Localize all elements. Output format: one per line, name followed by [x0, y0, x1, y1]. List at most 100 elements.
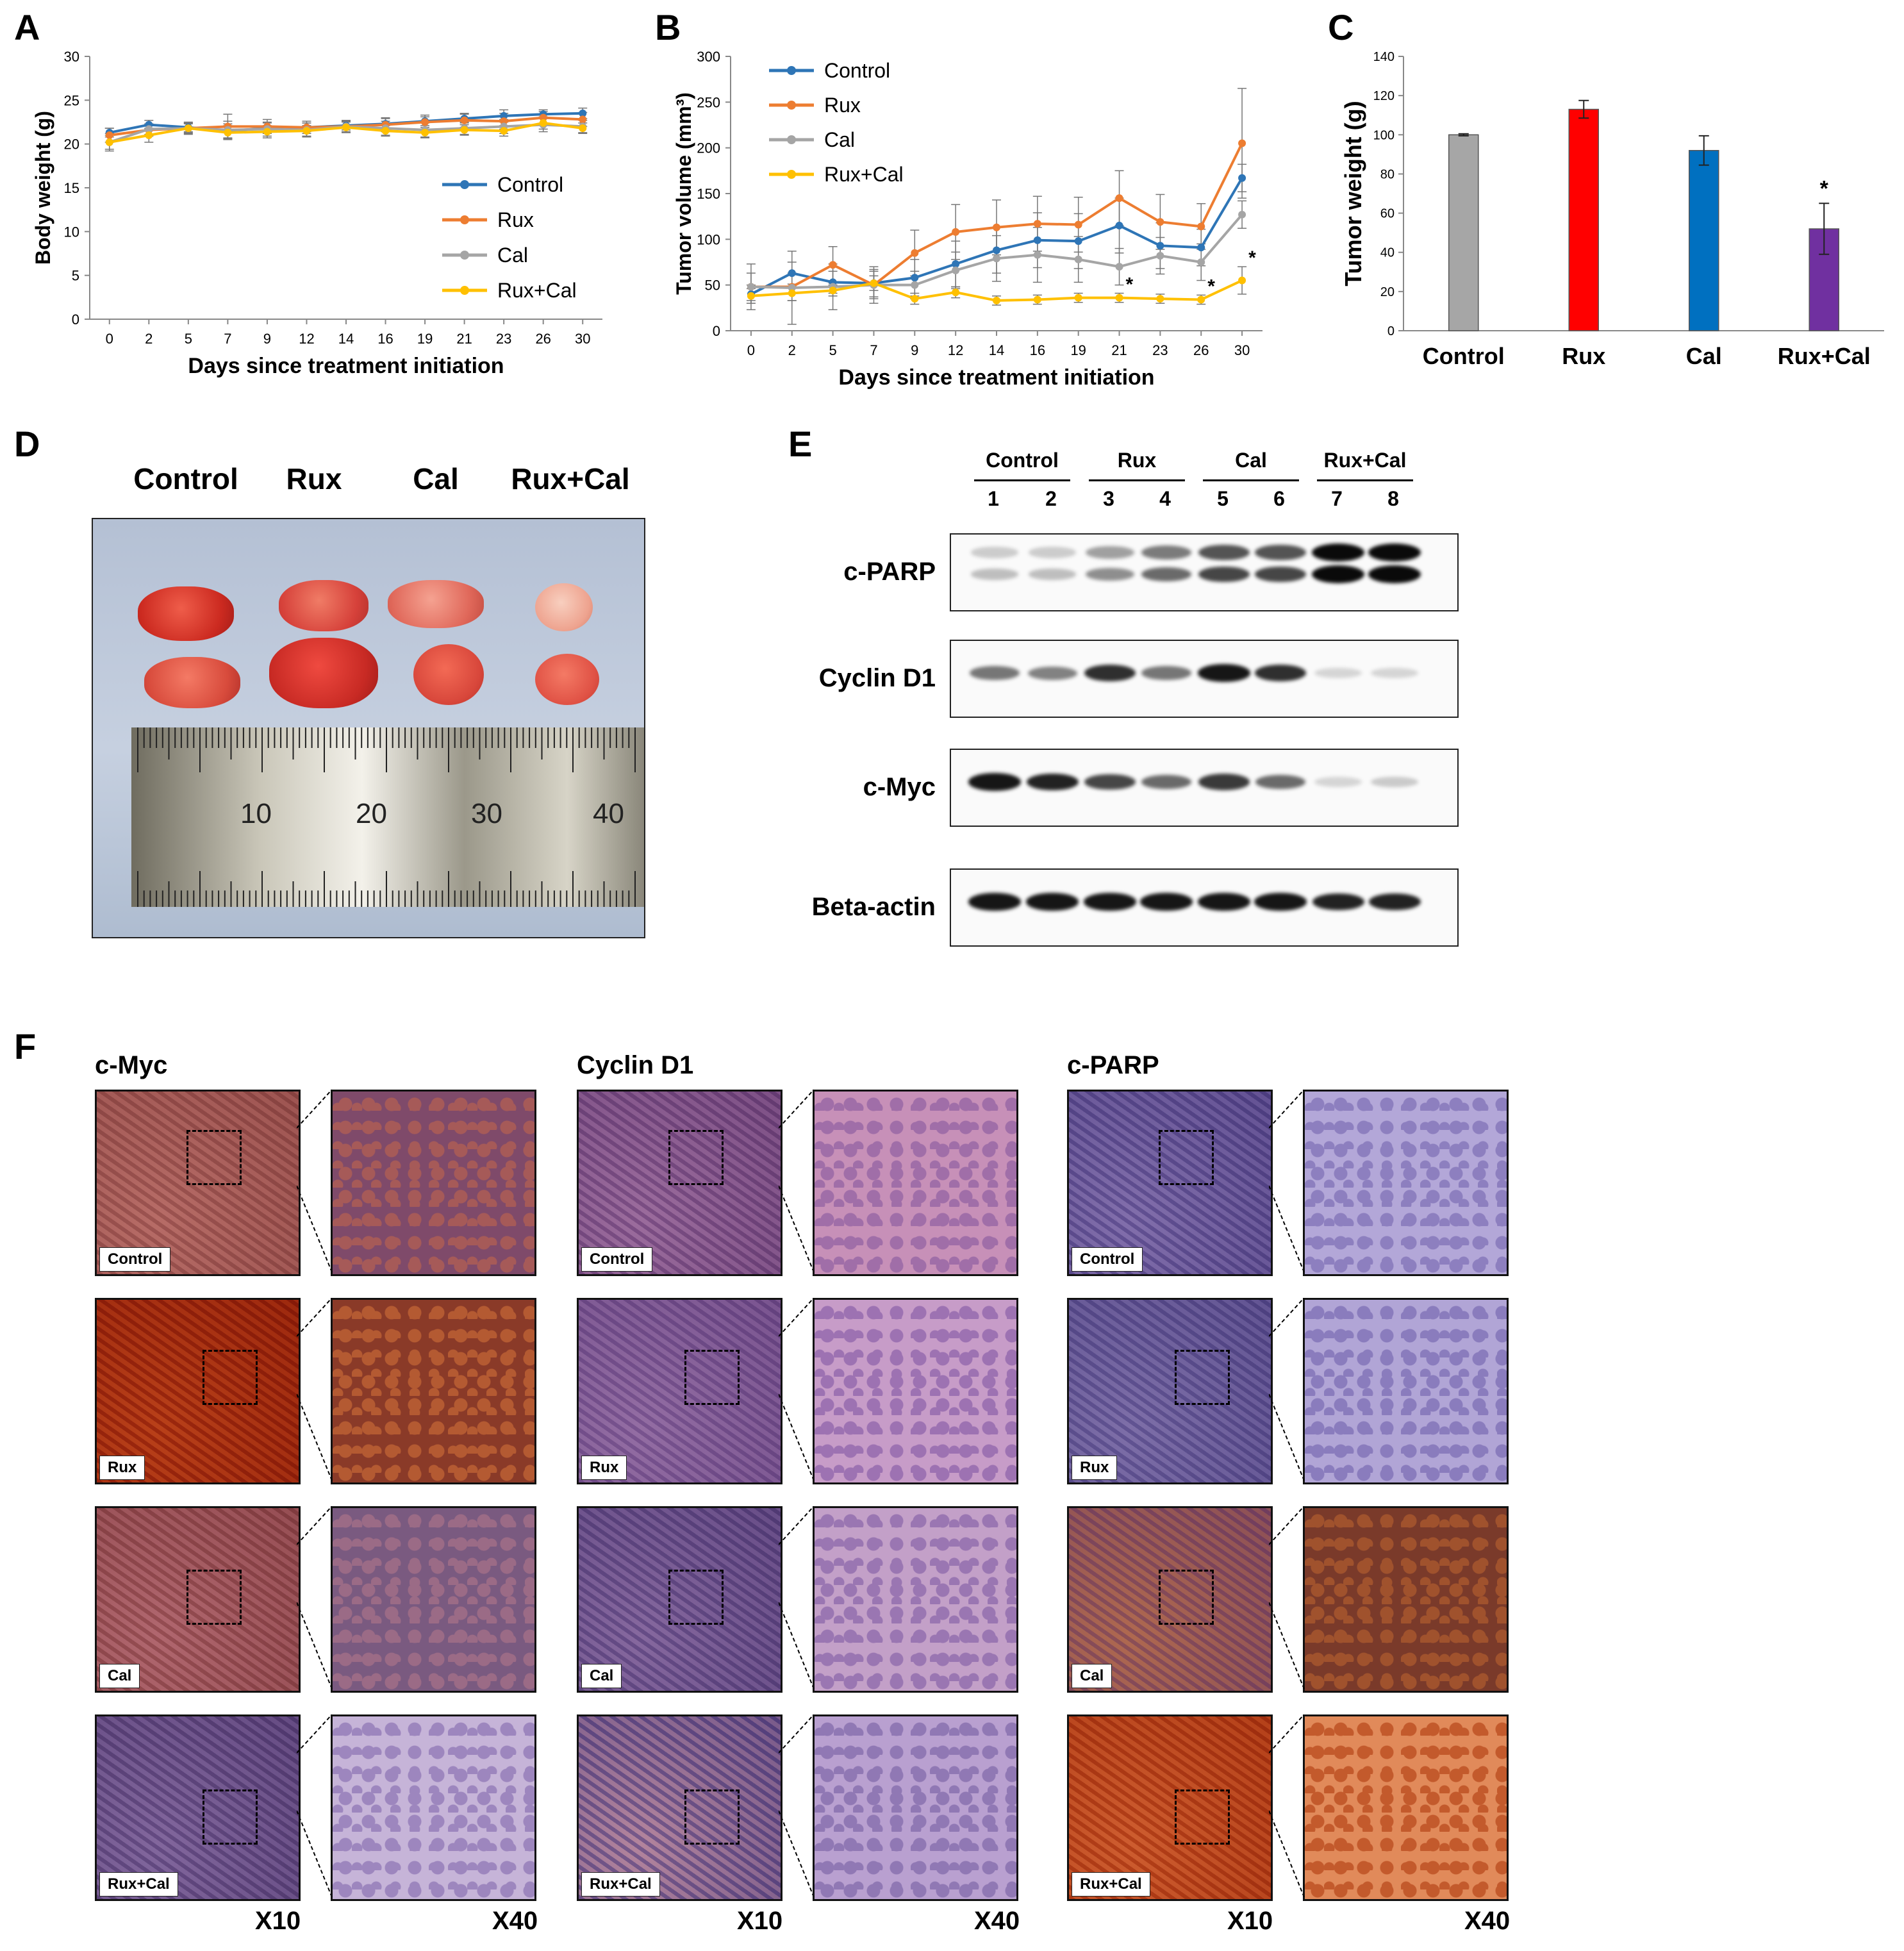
significance-marker: *	[1820, 176, 1829, 201]
data-point	[1156, 242, 1164, 250]
blot-lane-number: 5	[1217, 487, 1229, 510]
y-tick-label: 120	[1373, 89, 1395, 103]
zoom-connector	[779, 1090, 815, 1272]
tumor-group-label: Rux+Cal	[511, 462, 630, 495]
x-tick-label: 5	[185, 331, 192, 347]
y-tick-label: 80	[1380, 167, 1395, 181]
ihc-image-x10: Control	[95, 1090, 301, 1276]
blot-band	[1140, 893, 1193, 911]
data-point	[747, 283, 755, 291]
blot-protein-label: c-PARP	[843, 558, 936, 586]
blot-band	[970, 569, 1019, 580]
y-tick-label: 200	[697, 140, 720, 156]
ihc-image-x40	[1303, 1090, 1509, 1276]
legend-label: Rux+Cal	[497, 279, 577, 302]
data-point	[788, 269, 796, 278]
blot-band	[1198, 893, 1250, 911]
zoom-connector	[297, 1298, 333, 1481]
tumor-specimen	[144, 657, 240, 708]
zoom-region-box	[186, 1570, 242, 1625]
data-point	[105, 131, 113, 139]
data-point	[460, 126, 468, 134]
tumor-specimen	[279, 580, 368, 631]
magnification-x10: X10	[1227, 1907, 1273, 1935]
data-point	[1074, 255, 1082, 263]
ihc-image-x40	[331, 1298, 536, 1484]
data-point	[788, 283, 796, 292]
data-point	[911, 295, 919, 303]
ihc-column-title: Cyclin D1	[577, 1051, 694, 1079]
blot-band	[1371, 667, 1418, 679]
connector-line	[1269, 1506, 1305, 1545]
blot-band	[1085, 567, 1135, 581]
x-tick-label: 21	[1111, 342, 1127, 358]
significance-marker: *	[1207, 276, 1215, 297]
blot-band	[1084, 893, 1136, 911]
data-point	[1197, 244, 1205, 252]
x-tick-label: Control	[1423, 343, 1505, 369]
zoom-connector	[297, 1714, 333, 1897]
x-tick-label: 9	[263, 331, 271, 347]
significance-marker: *	[1248, 247, 1256, 269]
data-point	[579, 109, 587, 117]
legend-marker	[787, 135, 796, 144]
blot-band	[1141, 545, 1191, 560]
blot-band	[1312, 893, 1364, 911]
x-tick-label: 14	[989, 342, 1004, 358]
ihc-image-x40	[813, 1506, 1018, 1693]
ihc-group-tag: Rux+Cal	[99, 1872, 178, 1897]
blot-group-label: Rux	[1117, 449, 1157, 472]
y-axis-label: Tumor weight (g)	[1340, 101, 1366, 286]
panel-letter-b: B	[655, 7, 681, 47]
connector-line	[297, 1810, 333, 1897]
blot-lane-number: 2	[1045, 487, 1057, 510]
connector-line	[297, 1298, 333, 1337]
y-tick-label: 10	[64, 224, 79, 240]
data-point	[1033, 251, 1041, 259]
connector-line	[779, 1714, 815, 1754]
connector-line	[779, 1090, 815, 1129]
connector-line	[1269, 1185, 1305, 1272]
ihc-image-x10: Rux	[95, 1298, 301, 1484]
blot-band	[1255, 774, 1305, 790]
ruler-mark: 30	[471, 798, 502, 829]
blot-band	[1085, 545, 1135, 560]
x-tick-label: 9	[911, 342, 918, 358]
tumor-specimen	[535, 583, 593, 631]
panel-letter-a: A	[14, 7, 40, 47]
ruler-ticks	[137, 727, 636, 907]
ihc-image-x40	[1303, 1714, 1509, 1901]
panel-letter-f: F	[14, 1026, 37, 1067]
connector-line	[297, 1185, 333, 1272]
data-point	[1074, 294, 1082, 302]
zoom-region-box	[1159, 1130, 1214, 1185]
blot-band	[970, 547, 1019, 558]
x-tick-label: 16	[377, 331, 393, 347]
legend-marker	[460, 180, 469, 189]
legend-label: Control	[497, 173, 563, 196]
x-tick-label: 16	[1030, 342, 1045, 358]
y-axis-label: Tumor volume (mm³)	[672, 92, 695, 295]
data-point	[342, 123, 350, 131]
ihc-group-tag: Control	[1072, 1247, 1143, 1272]
x-tick-label: 2	[145, 331, 153, 347]
legend-label: Rux+Cal	[824, 163, 904, 186]
blot-protein-label: c-Myc	[863, 773, 936, 801]
data-point	[993, 254, 1000, 263]
zoom-connector	[1269, 1090, 1305, 1272]
blot-band	[1254, 665, 1307, 681]
blot-band	[1141, 666, 1191, 680]
data-point	[421, 118, 429, 126]
ihc-group-tag: Rux	[99, 1456, 145, 1480]
x-tick-label: 30	[1234, 342, 1250, 358]
data-point	[184, 124, 192, 133]
data-point	[952, 228, 960, 236]
data-point	[829, 261, 837, 269]
data-point	[1197, 295, 1205, 304]
connector-line	[297, 1602, 333, 1689]
data-point	[1156, 218, 1164, 226]
legend-label: Rux	[824, 94, 861, 117]
zoom-region-box	[684, 1789, 740, 1845]
legend-marker	[787, 66, 796, 75]
